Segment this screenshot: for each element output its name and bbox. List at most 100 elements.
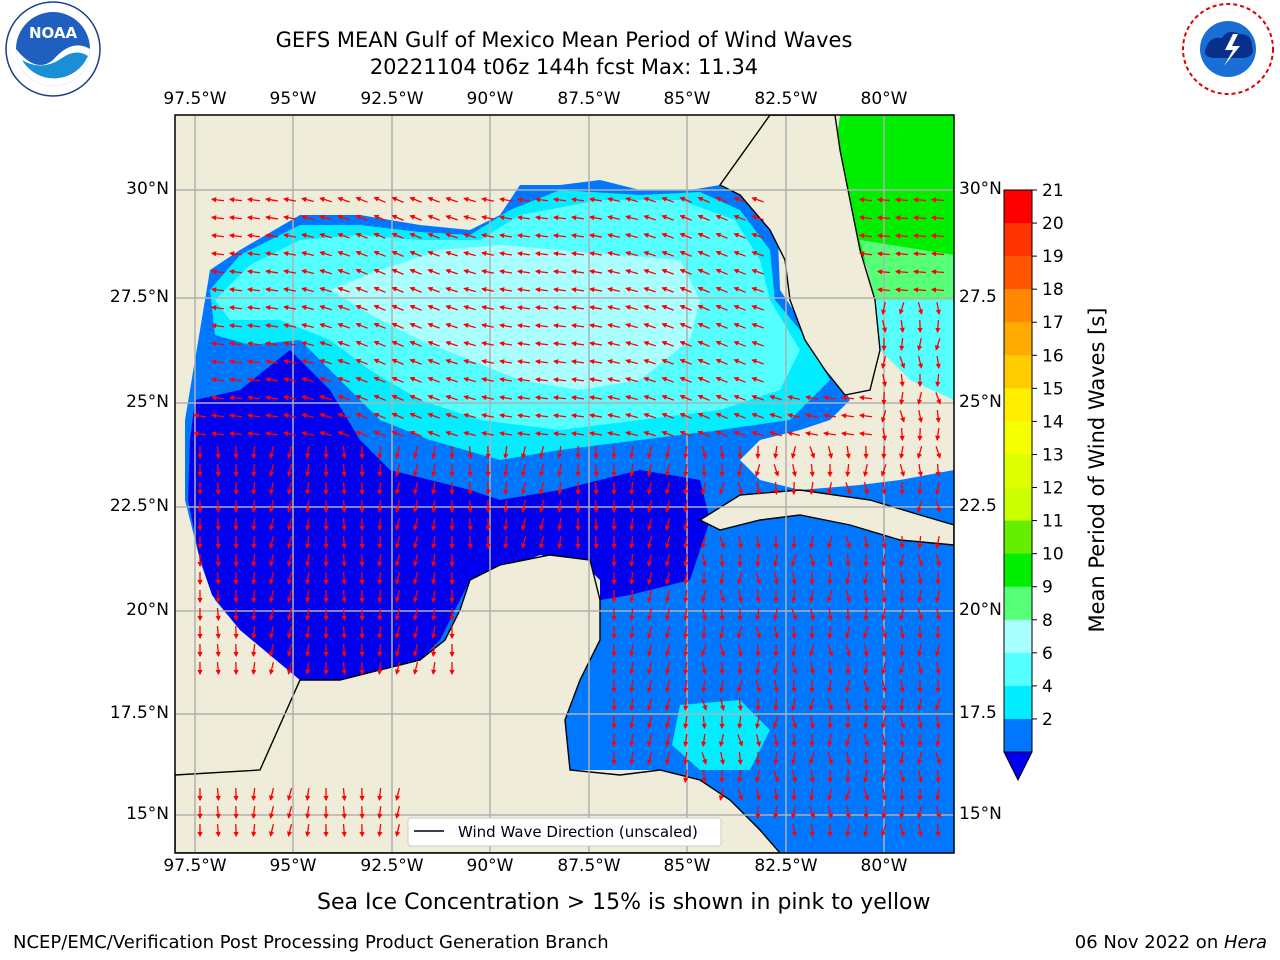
wind-wave-arrowhead: [431, 543, 437, 550]
wind-wave-arrowhead: [935, 741, 941, 748]
wind-wave-arrowhead: [485, 543, 491, 550]
wind-wave-arrowhead: [215, 561, 221, 568]
wind-wave-arrowhead: [611, 579, 617, 586]
wind-wave-arrowhead: [881, 669, 887, 675]
wind-wave-arrowhead: [377, 831, 383, 838]
wind-wave-arrowhead: [679, 322, 686, 328]
wind-wave-arrowhead: [359, 669, 365, 676]
wind-wave-arrowhead: [268, 795, 275, 801]
wind-wave-arrowhead: [377, 597, 383, 604]
wind-wave-arrowhead: [733, 376, 740, 382]
wind-wave-arrowhead: [391, 232, 398, 238]
wind-wave-arrowhead: [864, 741, 870, 747]
wind-wave-arrowhead: [409, 250, 416, 256]
wind-wave-arrowhead: [412, 597, 419, 603]
colorbar-segment: [1004, 454, 1032, 489]
wind-wave-arrowhead: [481, 359, 487, 365]
wind-wave-arrowhead: [449, 561, 455, 568]
wind-wave-arrowhead: [283, 287, 289, 293]
wind-wave-arrowhead: [697, 196, 704, 202]
wind-wave-arrowhead: [880, 777, 886, 783]
wind-wave-arrowhead: [858, 233, 865, 239]
wind-wave-arrowhead: [463, 214, 469, 221]
wind-wave-arrowhead: [664, 633, 671, 639]
wind-wave-arrowhead: [355, 394, 362, 400]
wind-wave-arrowhead: [715, 430, 722, 436]
wind-wave-arrowhead: [809, 597, 815, 603]
wind-wave-arrowhead: [283, 215, 289, 221]
wind-wave-arrowhead: [845, 705, 851, 711]
wind-wave-arrowhead: [625, 232, 631, 239]
wind-wave-arrowhead: [589, 305, 595, 311]
wind-wave-arrowhead: [412, 579, 419, 585]
wind-wave-arrowhead: [538, 489, 545, 495]
wind-wave-arrowhead: [755, 669, 761, 675]
wind-wave-arrowhead: [643, 376, 649, 382]
wind-wave-arrowhead: [894, 215, 901, 221]
wind-wave-arrowhead: [697, 394, 704, 400]
wind-wave-arrowhead: [846, 488, 852, 495]
wind-wave-arrowhead: [499, 431, 505, 437]
wind-wave-arrowhead: [467, 525, 473, 532]
wind-wave-arrowhead: [930, 233, 937, 239]
wind-wave-arrowhead: [341, 813, 347, 820]
wind-wave-arrowhead: [611, 759, 617, 766]
wind-wave-arrowhead: [736, 579, 743, 585]
wind-wave-arrowhead: [863, 813, 869, 820]
wind-wave-arrowhead: [264, 197, 271, 203]
wind-wave-arrowhead: [593, 543, 599, 550]
wind-wave-arrowhead: [431, 471, 437, 478]
wind-wave-arrowhead: [485, 489, 491, 496]
wind-wave-arrowhead: [391, 394, 398, 400]
wind-wave-arrowhead: [373, 250, 380, 256]
footer-host: Hera: [1223, 932, 1267, 953]
wind-wave-arrowhead: [845, 615, 851, 622]
wind-wave-arrowhead: [394, 471, 401, 477]
lon-label-top: 82.5°W: [754, 89, 818, 109]
wind-wave-arrowhead: [791, 831, 797, 837]
wind-wave-arrowhead: [557, 543, 563, 550]
wind-wave-arrowhead: [467, 471, 473, 478]
wind-wave-arrowhead: [646, 507, 653, 513]
wind-wave-arrowhead: [431, 615, 437, 622]
wind-wave-arrowhead: [552, 215, 559, 221]
wind-wave-arrowhead: [805, 413, 811, 419]
wind-wave-arrowhead: [916, 399, 923, 405]
wind-wave-arrowhead: [810, 561, 816, 567]
legend: Wind Wave Direction (unscaled): [407, 817, 722, 847]
wind-wave-arrowhead: [449, 633, 455, 640]
lon-label-bottom: 92.5°W: [360, 856, 424, 876]
wind-wave-arrowhead: [876, 233, 883, 239]
wind-wave-arrowhead: [481, 197, 487, 203]
wind-wave-arrowhead: [715, 394, 722, 400]
wind-wave-arrowhead: [319, 376, 325, 382]
wind-wave-arrowhead: [935, 669, 941, 675]
wind-wave-arrowhead: [412, 669, 419, 675]
wind-wave-arrowhead: [412, 561, 419, 567]
wind-wave-arrowhead: [751, 358, 758, 364]
lat-label-right: 30°N: [959, 179, 1002, 199]
wind-wave-arrowhead: [197, 507, 203, 514]
wind-wave-arrowhead: [499, 377, 505, 383]
wind-wave-arrowhead: [646, 471, 653, 477]
wind-wave-arrowhead: [449, 543, 455, 550]
wind-wave-arrowhead: [880, 417, 886, 423]
wind-wave-arrowhead: [917, 741, 923, 748]
wind-wave-arrowhead: [337, 196, 344, 202]
wind-wave-arrowhead: [661, 286, 668, 292]
wind-wave-arrowhead: [607, 233, 613, 239]
wind-wave-arrowhead: [661, 340, 668, 346]
wind-wave-arrowhead: [935, 561, 942, 567]
wind-wave-arrowhead: [481, 233, 487, 239]
wind-wave-arrowhead: [210, 305, 217, 311]
wind-wave-arrowhead: [575, 507, 581, 514]
wind-wave-arrowhead: [463, 358, 469, 365]
wind-wave-arrowhead: [520, 489, 527, 495]
wind-wave-arrowhead: [935, 615, 941, 621]
wind-wave-arrowhead: [661, 430, 668, 436]
wind-wave-arrowhead: [773, 543, 779, 550]
wind-wave-arrowhead: [917, 777, 923, 783]
wind-wave-arrowhead: [899, 633, 905, 639]
wind-wave-arrowhead: [445, 376, 451, 382]
wind-wave-arrowhead: [251, 471, 257, 478]
